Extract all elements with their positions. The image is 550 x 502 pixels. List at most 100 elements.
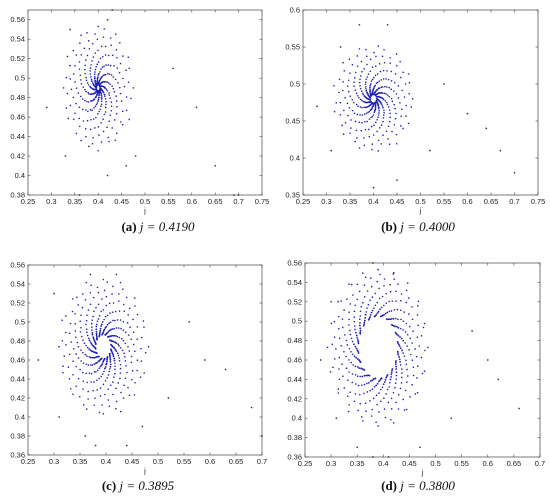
- spiral-point: [399, 309, 402, 312]
- spiral-point: [367, 101, 370, 104]
- spiral-point: [86, 54, 89, 57]
- spiral-point: [332, 366, 334, 369]
- spiral-point: [395, 374, 398, 377]
- spiral-point: [373, 85, 376, 88]
- spiral-point: [119, 367, 122, 370]
- scatter-point: [87, 145, 90, 148]
- spiral-point: [103, 328, 106, 331]
- spiral-point: [386, 388, 389, 391]
- spiral-point: [116, 67, 119, 69]
- spiral-point: [387, 125, 390, 128]
- spiral-point: [346, 344, 349, 346]
- spiral-point: [397, 318, 399, 321]
- spiral-point: [379, 378, 382, 380]
- spiral-point: [114, 348, 117, 351]
- spiral-point: [380, 103, 383, 106]
- spiral-point: [111, 127, 113, 129]
- spiral-point: [74, 312, 76, 315]
- spiral-point: [94, 79, 96, 82]
- spiral-point: [99, 395, 102, 397]
- spiral-point: [97, 126, 100, 128]
- spiral-point: [123, 352, 125, 355]
- spiral-point: [112, 353, 114, 356]
- spiral-point: [385, 78, 387, 80]
- spiral-point: [350, 127, 352, 129]
- spiral-point: [112, 285, 114, 288]
- scatter-point: [466, 112, 469, 115]
- spiral-point: [371, 388, 374, 390]
- spiral-point: [120, 327, 122, 330]
- spiral-point: [112, 319, 114, 322]
- spiral-point: [92, 92, 95, 95]
- spiral-point: [86, 82, 89, 84]
- spiral-point: [337, 388, 340, 390]
- spiral-point: [118, 336, 121, 339]
- spiral-point: [398, 356, 400, 358]
- spiral-point: [396, 308, 399, 311]
- spiral-point: [108, 92, 110, 94]
- spiral-point: [136, 338, 138, 340]
- spiral-point: [101, 373, 104, 375]
- spiral-point: [375, 384, 378, 387]
- spiral-point: [100, 325, 102, 327]
- spiral-point: [128, 67, 130, 70]
- spiral-point: [124, 360, 127, 362]
- spiral-point: [376, 118, 378, 121]
- spiral-point: [396, 325, 398, 328]
- spiral-point: [411, 306, 413, 308]
- spiral-point: [122, 397, 125, 399]
- spiral-point: [375, 421, 377, 423]
- spiral-point: [116, 132, 118, 135]
- spiral-point: [360, 129, 363, 132]
- spiral-point: [415, 355, 418, 358]
- spiral-point: [66, 55, 69, 58]
- spiral-point: [122, 329, 125, 331]
- spiral-point: [95, 332, 98, 335]
- spiral-point: [347, 114, 349, 117]
- scatter-point: [419, 446, 421, 449]
- x-tick-label: 0.55: [437, 197, 452, 206]
- spiral-point: [72, 373, 74, 376]
- spiral-point: [399, 364, 402, 366]
- spiral-point: [79, 74, 82, 77]
- spiral-point: [98, 367, 101, 370]
- spiral-point: [390, 376, 392, 378]
- spiral-point: [94, 33, 96, 35]
- spiral-point: [89, 85, 91, 88]
- spiral-point: [395, 401, 397, 404]
- x-tick-label: 0.45: [125, 457, 140, 466]
- spiral-point: [374, 84, 377, 87]
- spiral-point: [115, 407, 117, 410]
- spiral-point: [389, 290, 392, 293]
- spiral-point: [111, 352, 114, 355]
- x-tick-label: 0.4: [93, 197, 103, 206]
- spiral-point: [107, 388, 109, 390]
- spiral-point: [108, 405, 111, 408]
- spiral-point: [385, 93, 387, 95]
- spiral-point: [77, 357, 80, 359]
- spiral-point: [353, 320, 356, 323]
- spiral-point: [88, 93, 90, 95]
- spiral-point: [118, 293, 120, 295]
- spiral-point: [110, 44, 113, 46]
- x-tick-label: 0.6: [187, 197, 197, 206]
- spiral-point: [365, 89, 368, 92]
- spiral-point: [128, 350, 131, 352]
- spiral-point: [365, 106, 368, 109]
- spiral-point: [118, 300, 120, 302]
- y-tick-label: 0.44: [10, 375, 25, 384]
- spiral-point: [132, 343, 135, 346]
- spiral-point: [393, 386, 396, 389]
- spiral-point: [358, 48, 361, 50]
- spiral-point: [102, 118, 104, 120]
- spiral-point: [407, 122, 410, 125]
- spiral-point: [380, 86, 383, 88]
- spiral-point: [333, 336, 336, 338]
- spiral-point: [373, 124, 375, 127]
- spiral-point: [389, 57, 391, 59]
- spiral-point: [337, 300, 339, 303]
- spiral-point: [109, 355, 111, 358]
- spiral-point: [127, 314, 129, 316]
- spiral-point: [90, 80, 93, 83]
- spiral-point: [110, 74, 113, 76]
